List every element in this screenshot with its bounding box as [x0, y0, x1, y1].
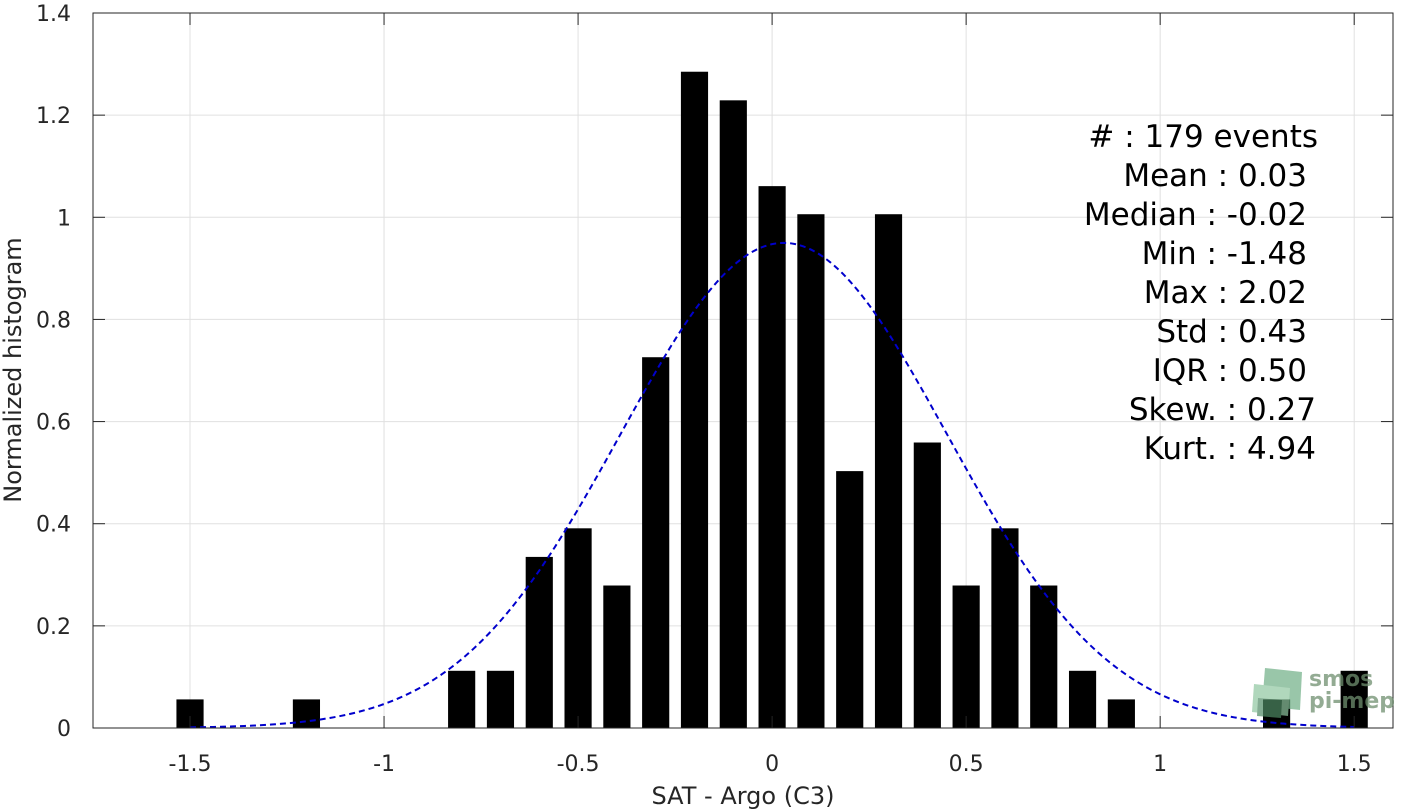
- smos-pimep-logo-icon: [1252, 668, 1302, 718]
- stats-median: Median : -0.02: [1084, 197, 1307, 233]
- histogram-bar: [525, 556, 553, 728]
- histogram-bar: [1107, 699, 1135, 728]
- statistics-annotation: # : 179 events Mean : 0.03 Median : -0.0…: [1084, 119, 1318, 467]
- histogram-bars: [176, 71, 1368, 729]
- y-tick-label: 0.6: [36, 411, 71, 436]
- stats-iqr: IQR : 0.50: [1153, 353, 1307, 389]
- histogram-bar: [448, 670, 476, 728]
- smos-pimep-logo: smos pi-mep: [1252, 667, 1395, 718]
- x-tick-label: 1: [1153, 752, 1167, 777]
- x-tick-label: -0.5: [557, 752, 600, 777]
- y-tick-label: 0.8: [36, 308, 71, 333]
- x-tick-label: -1: [373, 752, 395, 777]
- stats-mean: Mean : 0.03: [1123, 158, 1307, 194]
- histogram-bar: [486, 670, 515, 728]
- x-axis-label: SAT - Argo (C3): [652, 782, 835, 810]
- gaussian-fit-line: [189, 241, 1355, 729]
- histogram-bar: [1068, 670, 1097, 728]
- histogram-bar: [991, 528, 1019, 728]
- histogram-bar: [603, 585, 631, 728]
- y-axis-label: Normalized histogram: [0, 237, 27, 502]
- histogram-bar: [642, 357, 670, 728]
- y-tick-labels: 0 0.2 0.4 0.6 0.8 1 1.2 1.4: [36, 2, 71, 742]
- histogram-bar: [952, 585, 980, 728]
- histogram-bar: [836, 471, 864, 728]
- stats-skew: Skew. : 0.27: [1129, 392, 1316, 428]
- stats-count: # : 179 events: [1088, 119, 1318, 155]
- histogram-bar: [758, 186, 786, 728]
- histogram-bar: [874, 214, 903, 728]
- x-tick-labels: -1.5 -1 -0.5 0 0.5 1 1.5: [169, 752, 1372, 777]
- y-tick-label: 0.2: [36, 615, 71, 640]
- histogram-bar: [1030, 585, 1058, 728]
- plot-frame: [92, 12, 1394, 729]
- histogram-bar: [719, 100, 747, 728]
- histogram-bar: [680, 71, 709, 729]
- y-tick-label: 1: [57, 206, 71, 231]
- y-tick-label: 1.4: [36, 2, 71, 27]
- stats-min: Min : -1.48: [1142, 236, 1307, 272]
- y-tick-label: 0: [57, 717, 71, 742]
- stats-kurt: Kurt. : 4.94: [1144, 431, 1316, 467]
- histogram-bar: [292, 699, 321, 728]
- x-tick-label: 0.5: [949, 752, 984, 777]
- x-tick-label: 1.5: [1337, 752, 1372, 777]
- stats-std: Std : 0.43: [1156, 314, 1307, 350]
- histogram-bar: [564, 528, 592, 728]
- histogram-bar: [913, 442, 941, 728]
- histogram-bar: [797, 214, 825, 728]
- stats-max: Max : 2.02: [1144, 275, 1307, 311]
- logo-text-smos: smos: [1309, 667, 1373, 692]
- logo-text-pimep: pi-mep: [1309, 689, 1395, 714]
- x-tick-label: 0: [765, 752, 779, 777]
- y-tick-label: 1.2: [36, 104, 71, 129]
- axis-ticks: [93, 12, 1393, 729]
- y-tick-label: 0.4: [36, 513, 71, 538]
- gaussian-fit-curve: [189, 241, 1355, 729]
- x-tick-label: -1.5: [169, 752, 212, 777]
